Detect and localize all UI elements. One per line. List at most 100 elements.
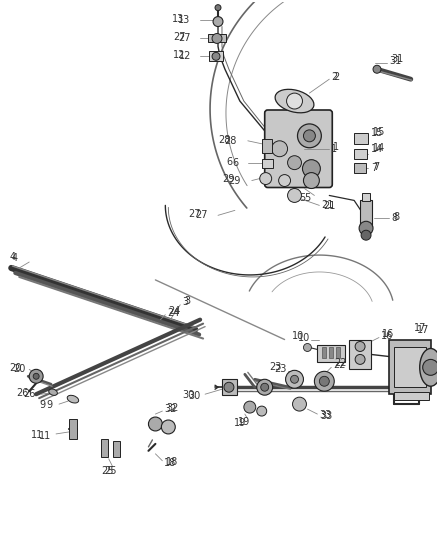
Text: 28: 28 [224, 136, 237, 146]
Bar [222, 379, 237, 395]
Text: 7: 7 [371, 163, 377, 173]
Text: 12: 12 [173, 50, 186, 60]
Text: 20: 20 [9, 364, 22, 373]
Text: 27: 27 [188, 209, 201, 220]
Text: 29: 29 [222, 174, 234, 183]
Text: 26: 26 [16, 388, 28, 398]
Bar [336, 348, 340, 358]
Circle shape [212, 34, 222, 43]
Text: 25: 25 [101, 466, 113, 475]
FancyBboxPatch shape [265, 110, 332, 188]
Text: 3: 3 [184, 296, 191, 306]
Circle shape [355, 342, 365, 351]
Text: 3: 3 [182, 297, 188, 307]
Circle shape [260, 173, 272, 184]
Bar [389, 340, 431, 394]
Circle shape [224, 382, 234, 392]
Circle shape [297, 124, 321, 148]
Text: 2: 2 [333, 72, 339, 82]
Text: 19: 19 [234, 418, 246, 428]
Text: 17: 17 [414, 322, 426, 333]
Circle shape [373, 65, 381, 73]
Text: 16: 16 [382, 328, 394, 338]
Circle shape [161, 420, 175, 434]
Text: 5: 5 [304, 193, 311, 204]
Circle shape [286, 93, 303, 109]
Text: 23: 23 [275, 365, 287, 374]
Circle shape [361, 230, 371, 240]
Bar [208, 35, 226, 43]
Text: 30: 30 [188, 391, 201, 401]
Bar [262, 139, 272, 153]
Circle shape [213, 17, 223, 27]
Circle shape [257, 379, 273, 395]
Text: 24: 24 [168, 306, 181, 316]
Circle shape [288, 189, 301, 203]
Circle shape [304, 343, 311, 351]
Circle shape [272, 141, 288, 157]
Bar [362, 193, 370, 201]
Bar [329, 348, 333, 358]
Text: 1: 1 [333, 142, 339, 152]
Circle shape [33, 373, 39, 379]
Text: 12: 12 [179, 51, 192, 61]
Text: 7: 7 [373, 161, 379, 172]
Text: 27: 27 [178, 34, 191, 44]
Bar [322, 348, 326, 358]
Text: 8: 8 [391, 213, 397, 223]
Text: 5: 5 [300, 193, 306, 204]
Text: 33: 33 [319, 410, 332, 420]
Text: 14: 14 [371, 144, 383, 154]
Circle shape [148, 417, 162, 431]
Text: 6: 6 [232, 158, 238, 168]
Text: 29: 29 [228, 175, 240, 185]
Bar [354, 163, 366, 173]
Circle shape [257, 406, 267, 416]
Text: 19: 19 [238, 417, 250, 427]
Text: 11: 11 [31, 430, 43, 440]
Circle shape [359, 221, 373, 235]
Bar [394, 392, 429, 400]
Text: 22: 22 [334, 358, 347, 368]
Bar [349, 340, 371, 369]
Circle shape [215, 5, 221, 11]
Circle shape [288, 156, 301, 169]
Circle shape [279, 175, 290, 187]
Circle shape [319, 376, 329, 386]
Text: 6: 6 [226, 157, 232, 167]
Text: 9: 9 [39, 400, 45, 410]
Bar [360, 200, 372, 228]
Text: 13: 13 [172, 13, 184, 23]
Text: 18: 18 [166, 457, 179, 467]
Bar [354, 133, 368, 144]
Bar [262, 159, 273, 168]
Text: 31: 31 [391, 54, 403, 64]
Circle shape [212, 52, 220, 60]
Text: 9: 9 [46, 400, 52, 410]
Text: 26: 26 [23, 389, 35, 399]
Circle shape [303, 160, 320, 177]
Circle shape [29, 369, 43, 383]
Ellipse shape [275, 90, 314, 113]
Text: 23: 23 [270, 362, 282, 373]
Circle shape [355, 354, 365, 365]
Text: 14: 14 [373, 143, 385, 153]
Text: 11: 11 [39, 431, 51, 441]
Ellipse shape [49, 389, 57, 395]
Circle shape [304, 130, 315, 142]
Bar [69, 419, 77, 439]
Circle shape [261, 383, 268, 391]
Text: 27: 27 [195, 211, 208, 220]
Text: 25: 25 [105, 466, 117, 475]
Text: 27: 27 [173, 33, 186, 43]
Text: 1: 1 [331, 144, 337, 154]
Text: 16: 16 [381, 330, 393, 341]
Bar [318, 344, 345, 362]
Text: 10: 10 [292, 330, 304, 341]
Bar [101, 439, 108, 457]
Text: 32: 32 [166, 403, 179, 413]
Circle shape [293, 397, 307, 411]
Circle shape [314, 372, 334, 391]
Text: 4: 4 [11, 253, 18, 263]
Text: 20: 20 [13, 365, 26, 374]
